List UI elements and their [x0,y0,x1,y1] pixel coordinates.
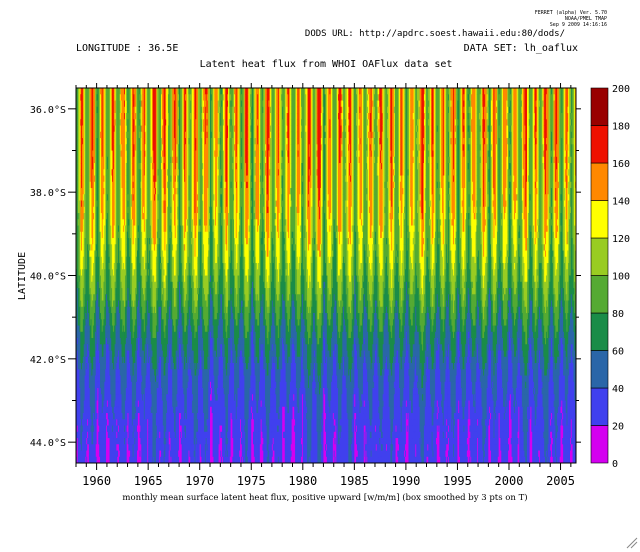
chart-title: Latent heat flux from WHOI OAFlux data s… [200,59,453,70]
longitude-label: LONGITUDE : 36.5E [76,43,178,54]
timestamp: Sep 9 2009 14:16:16 [550,22,607,28]
dods-url: DODS URL: http://apdrc.soest.hawaii.edu:… [305,29,565,39]
ferret-plot: FERRET (alpha) Ver. 5.70 NOAA/PMEL TMAP … [0,0,640,552]
heatmap-field [76,88,576,463]
dataset-label: DATA SET: lh_oaflux [464,43,578,54]
